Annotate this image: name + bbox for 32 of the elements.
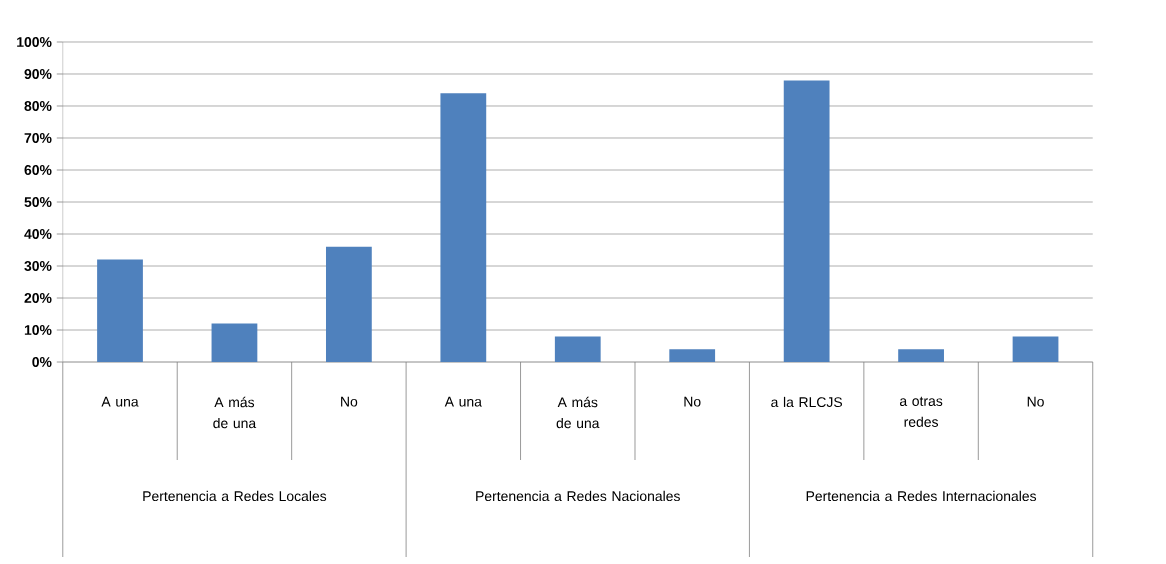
bar: [325, 246, 372, 362]
y-tick-label: 60%: [24, 165, 52, 175]
bar: [1012, 336, 1059, 362]
text: Pertenencia a Redes Nacionales: [476, 490, 680, 502]
bar: [211, 323, 258, 362]
text: Pertenencia a Redes Locales: [143, 490, 327, 502]
x-tick-label: No: [684, 396, 701, 407]
bar: [669, 349, 716, 362]
y-tick-label: 80%: [24, 101, 52, 111]
bar: [97, 259, 143, 362]
y-tick-label: 100%: [17, 37, 52, 47]
bar: [898, 349, 944, 362]
x-tick-label: A una: [444, 396, 482, 407]
y-tick-label: 10%: [24, 325, 52, 335]
bar: [783, 80, 830, 362]
bar: [440, 93, 487, 362]
x-tick-label: a la RLCJS: [771, 396, 843, 408]
y-tick-label: 70%: [24, 133, 52, 143]
y-tick-label: 30%: [24, 261, 52, 271]
x-tick-label: A más de una: [213, 396, 257, 429]
y-tick-label: 20%: [24, 293, 52, 303]
x-tick-label: No: [341, 396, 358, 407]
x-tick-label: A una: [101, 396, 139, 407]
y-tick-label: 40%: [24, 229, 52, 239]
y-tick-label: 0%: [32, 357, 52, 367]
y-tick-label: 90%: [24, 69, 52, 79]
x-tick-label: No: [1027, 396, 1044, 407]
x-tick-label: a otras redes: [899, 396, 943, 427]
y-tick-label: 50%: [24, 197, 52, 207]
text: Pertenencia a Redes Internacionales: [806, 490, 1037, 502]
x-tick-label: A más de una: [556, 396, 600, 429]
bar: [554, 336, 601, 362]
